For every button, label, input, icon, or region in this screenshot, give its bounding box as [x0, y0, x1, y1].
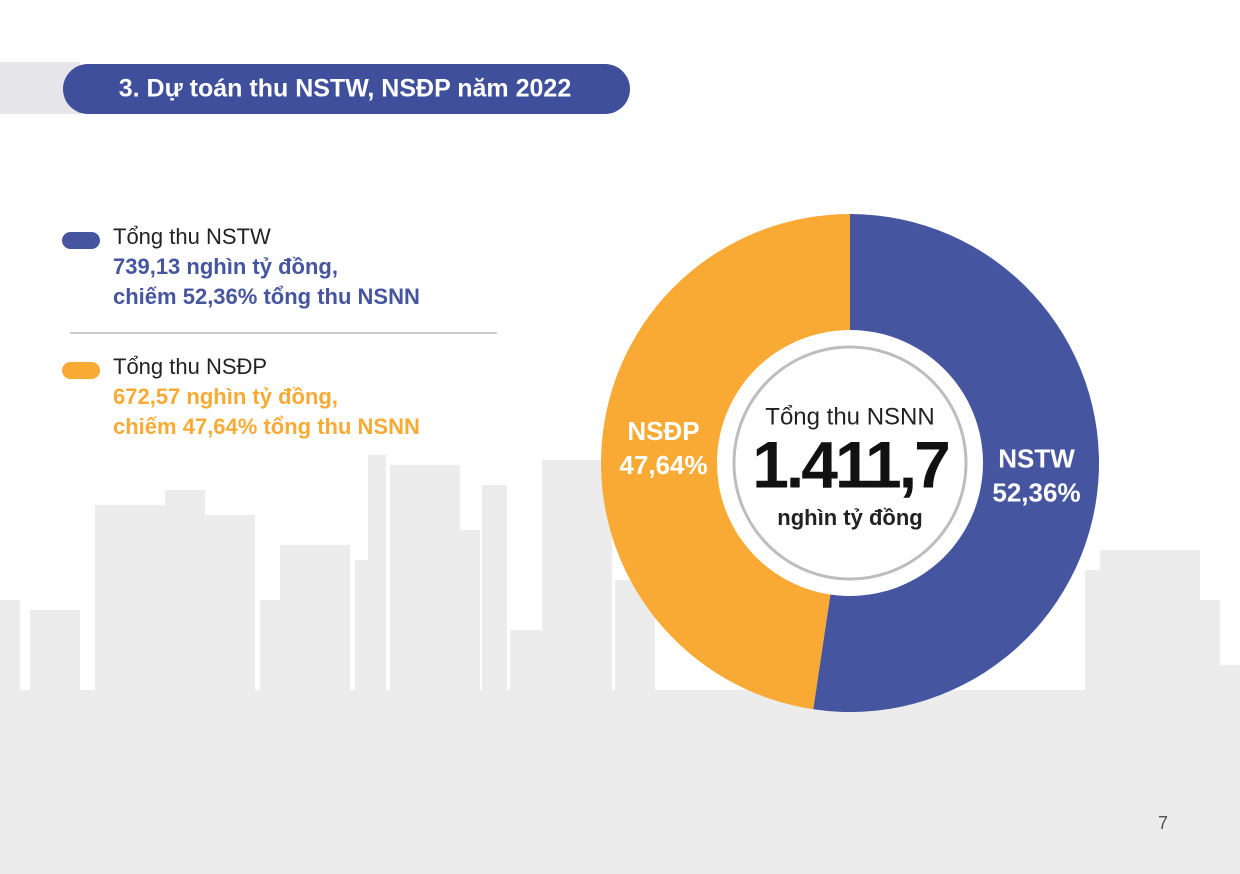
legend-text: Tổng thu NSTW — [113, 224, 271, 249]
legend-text: nghìn tỷ đồng, — [186, 384, 338, 409]
skyline — [0, 455, 1240, 874]
center-label: Tổng thu NSNN — [765, 403, 934, 430]
legend-text: chiếm — [113, 284, 177, 309]
slice-label: 52,36% — [992, 478, 1080, 508]
legend-text: 47,64% — [182, 414, 258, 439]
legend-text: Tổng thu NSĐP — [113, 354, 268, 379]
legend-text: nghìn tỷ đồng, — [186, 254, 338, 279]
legend-text: 672,57 — [113, 384, 181, 409]
legend-text: tổng thu NSNN — [263, 284, 420, 309]
legend-text: tổng thu NSNN — [263, 414, 420, 439]
page-number: 7 — [1158, 813, 1168, 833]
legend-text: chiếm — [113, 414, 177, 439]
donut: NSTW 52,36% NSĐP 47,64% — [601, 214, 1099, 712]
donut-slice — [601, 214, 850, 710]
legend-swatch — [62, 362, 100, 379]
title: 3. Dự toán thu NSTW, NSĐP năm 2022 — [119, 75, 571, 103]
slice-category: NSTW — [998, 444, 1075, 474]
center-value: 1.411,7 — [752, 427, 948, 501]
donut-slice — [813, 214, 1099, 712]
title-pill — [63, 64, 630, 114]
legend-text: 52,36% — [182, 284, 258, 309]
slice-label: 47,64% — [619, 450, 707, 480]
legend-swatch — [62, 232, 100, 249]
legend-item: Tổng thu NSĐP 672,57 nghìn tỷ đồng, chiếm … — [113, 352, 420, 442]
slice-category: NSĐP — [627, 416, 699, 446]
legend-text: 739,13 — [113, 254, 181, 279]
legend-item: Tổng thu NSTW 739,13 nghìn tỷ đồng, chiếm … — [113, 222, 420, 312]
center-unit: nghìn tỷ đồng — [777, 505, 922, 530]
center-ring — [732, 345, 968, 581]
